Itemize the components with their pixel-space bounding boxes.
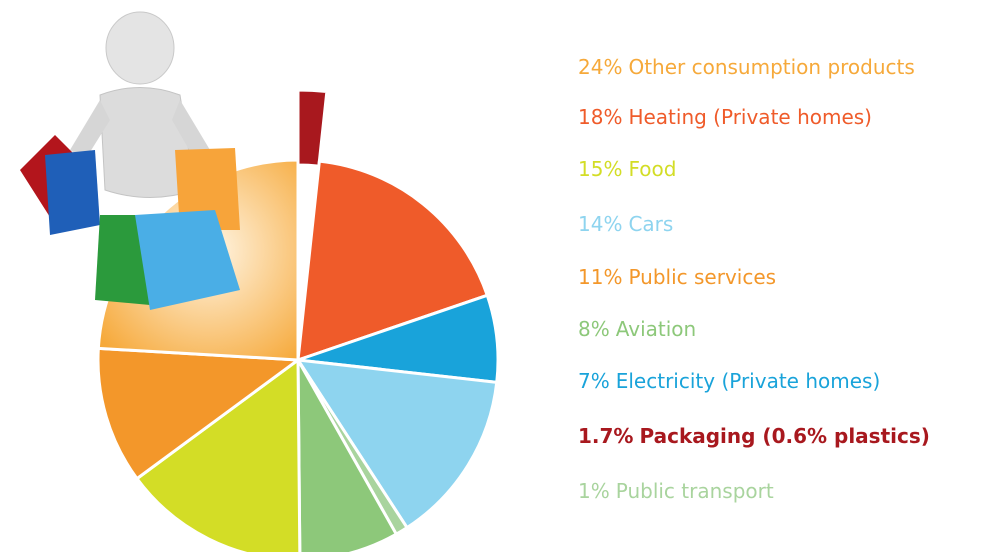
pie-slice: [134, 357, 302, 552]
legend-value: 11%: [578, 265, 622, 289]
pie: [96, 88, 500, 552]
shopper-figure: [20, 11, 240, 310]
legend-value: 1%: [578, 479, 610, 503]
legend-value: 7%: [578, 369, 610, 393]
legend-label: Public services: [628, 265, 776, 289]
legend-label: Aviation: [616, 317, 696, 341]
legend-entry: 1.7% Packaging (0.6% plastics): [578, 424, 930, 448]
pie-slice: [296, 88, 329, 168]
legend-label: Cars: [628, 212, 673, 236]
legend-entry: 24% Other consumption products: [578, 55, 915, 79]
legend-entry: 15% Food: [578, 157, 676, 181]
legend-value: 8%: [578, 317, 610, 341]
legend-label: Heating (Private homes): [628, 105, 872, 129]
legend-entry: 11% Public services: [578, 265, 776, 289]
legend-label: Public transport: [616, 479, 774, 503]
pie-slice: [295, 358, 499, 530]
legend-label: Electricity (Private homes): [616, 369, 881, 393]
legend-entry: 7% Electricity (Private homes): [578, 369, 880, 393]
legend-label: Food: [628, 157, 676, 181]
legend-entry: 14% Cars: [578, 212, 673, 236]
legend-entry: 1% Public transport: [578, 479, 774, 503]
legend-entry: 18% Heating (Private homes): [578, 105, 872, 129]
legend-value: 24%: [578, 55, 622, 79]
legend-entry: 8% Aviation: [578, 317, 696, 341]
pie-slice: [96, 346, 303, 481]
legend: 24% Other consumption products 18% Heating …: [578, 55, 930, 503]
legend-value: 15%: [578, 157, 622, 181]
pie-slice: [296, 359, 399, 552]
legend-value: 1.7%: [578, 424, 633, 448]
legend-value: 18%: [578, 105, 622, 129]
legend-label: Other consumption products: [628, 55, 914, 79]
legend-label: Packaging (0.6% plastics): [639, 424, 929, 448]
legend-value: 14%: [578, 212, 622, 236]
